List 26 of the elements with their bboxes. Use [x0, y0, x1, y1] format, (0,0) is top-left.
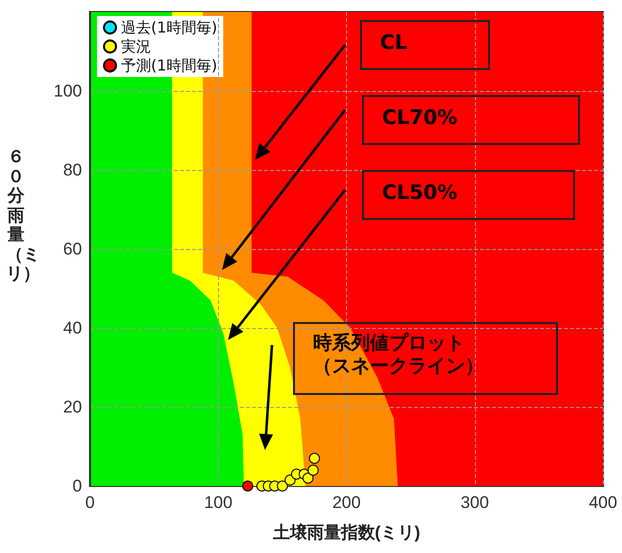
y-tick-label: 100	[54, 82, 82, 100]
annotation: CL	[360, 20, 490, 70]
x-tick-label: 400	[588, 493, 618, 512]
legend-label: 過去(1時間毎)	[121, 18, 218, 36]
legend-label: 実況	[121, 38, 151, 56]
point	[242, 480, 254, 492]
y-tick-label: 0	[72, 476, 82, 496]
x-axis-title: 土壌雨量指数(ミリ)	[272, 523, 420, 542]
y-tick-label: 60	[63, 240, 82, 258]
y-tick-label: 80	[63, 160, 82, 180]
x-tick-label: 100	[204, 493, 232, 512]
point	[284, 474, 296, 486]
point	[302, 472, 314, 484]
y-tick-label: 40	[63, 318, 82, 338]
point	[308, 464, 319, 476]
point	[308, 452, 320, 464]
x-tick-label: 200	[332, 493, 361, 512]
x-tick-label: 300	[460, 493, 489, 512]
y-axis-title: ６０分雨量（ミリ）	[6, 147, 40, 285]
y-tick-label: 20	[63, 398, 82, 416]
point	[276, 480, 288, 492]
annotation: CL70%	[362, 95, 580, 145]
annotation: 時系列値プロット（スネークライン）	[293, 322, 558, 395]
x-tick-label: 0	[85, 493, 95, 512]
annotation: CL50%	[362, 170, 575, 220]
legend-label: 予測(1時間毎)	[121, 56, 218, 74]
